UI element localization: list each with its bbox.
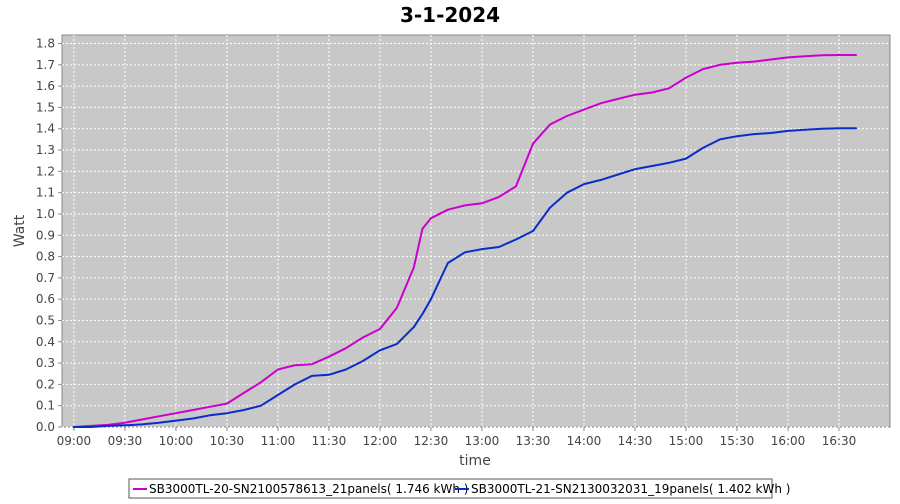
y-tick-label: 0.7	[36, 271, 55, 285]
x-tick-label: 15:30	[720, 434, 755, 448]
x-tick-label: 10:30	[210, 434, 245, 448]
y-tick-label: 0.6	[36, 292, 55, 306]
x-tick-label: 13:30	[516, 434, 551, 448]
chart-title: 3-1-2024	[400, 3, 500, 27]
y-tick-label: 0.1	[36, 399, 55, 413]
y-tick-label: 1.7	[36, 58, 55, 72]
x-tick-label: 14:00	[567, 434, 602, 448]
plot-area	[61, 34, 891, 428]
y-tick-label: 1.5	[36, 100, 55, 114]
y-tick-label: 1.6	[36, 79, 55, 93]
x-tick-label: 10:00	[159, 434, 194, 448]
x-tick-label: 16:30	[822, 434, 857, 448]
x-tick-label: 12:30	[414, 434, 449, 448]
axes: 0.0 0.1 0.2 0.3 0.4 0.5 0.6 0.7 0.8 0.9 1.0 1.1 1.2 1…	[36, 37, 856, 448]
legend-label-1: SB3000TL-20-SN2100578613_21panels( 1.746…	[149, 482, 468, 496]
y-tick-label: 0.9	[36, 228, 55, 242]
x-tick-label: 09:00	[57, 434, 92, 448]
y-tick-label: 0.3	[36, 356, 55, 370]
y-tick-label: 0.8	[36, 250, 55, 264]
legend: SB3000TL-20-SN2100578613_21panels( 1.746…	[128, 478, 790, 499]
y-tick-label: 1.2	[36, 164, 55, 178]
y-tick-label: 0.5	[36, 313, 55, 327]
grid-lines	[62, 35, 890, 428]
x-tick-label: 13:00	[465, 434, 500, 448]
x-tick-label: 11:00	[261, 434, 296, 448]
x-tick-label: 12:00	[363, 434, 398, 448]
x-tick-label: 11:30	[312, 434, 347, 448]
legend-label-2: SB3000TL-21-SN2130032031_19panels( 1.402…	[471, 482, 790, 496]
x-tick-label: 16:00	[771, 434, 806, 448]
y-tick-label: 1.8	[36, 37, 55, 51]
y-tick-label: 1.1	[36, 186, 55, 200]
y-tick-label: 0.4	[36, 335, 55, 349]
series-lines	[72, 54, 857, 428]
series-line-2	[72, 127, 857, 428]
y-tick-label: 0.2	[36, 377, 55, 391]
x-tick-label: 09:30	[108, 434, 143, 448]
y-axis-label: Watt	[12, 214, 28, 247]
y-tick-label: 1.0	[36, 207, 55, 221]
y-tick-label: 0.0	[36, 420, 55, 434]
y-tick-label: 1.3	[36, 143, 55, 157]
x-tick-label: 15:00	[669, 434, 704, 448]
y-tick-label: 1.4	[36, 122, 55, 136]
series-line-1	[72, 54, 857, 428]
x-axis-label: time	[459, 453, 491, 469]
legend-box	[128, 478, 773, 499]
x-tick-label: 14:30	[618, 434, 653, 448]
